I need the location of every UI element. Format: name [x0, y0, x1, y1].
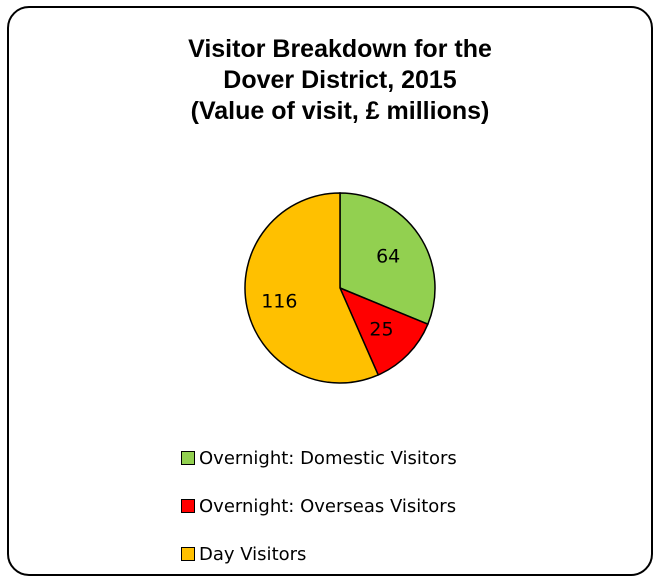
data-label-day: 116 [261, 291, 297, 313]
legend-label-overseas: Overnight: Overseas Visitors [199, 495, 457, 517]
legend-swatch-domestic [181, 451, 195, 465]
data-label-domestic: 64 [376, 246, 400, 268]
chart-title-line-1: Visitor Breakdown for the [188, 35, 492, 63]
chart-title: Visitor Breakdown for the Dover District… [0, 34, 660, 127]
pie-slice-overseas [338, 286, 429, 376]
legend-label-domestic: Overnight: Domestic Visitors [199, 447, 457, 469]
legend-item-overseas: Overnight: Overseas Visitors [181, 492, 457, 520]
chart-title-line-2: Dover District, 2015 [223, 66, 457, 94]
data-label-overseas: 25 [369, 319, 393, 341]
legend-label-day: Day Visitors [199, 543, 307, 565]
legend: Overnight: Domestic Visitors Overnight: … [181, 444, 457, 588]
pie-slice-day [244, 192, 380, 384]
legend-item-domestic: Overnight: Domestic Visitors [181, 444, 457, 472]
legend-item-day: Day Visitors [181, 540, 457, 568]
pie-slice-domestic [339, 192, 436, 326]
chart-title-line-3: (Value of visit, £ millions) [190, 97, 490, 125]
legend-swatch-overseas [181, 499, 195, 513]
legend-swatch-day [181, 547, 195, 561]
